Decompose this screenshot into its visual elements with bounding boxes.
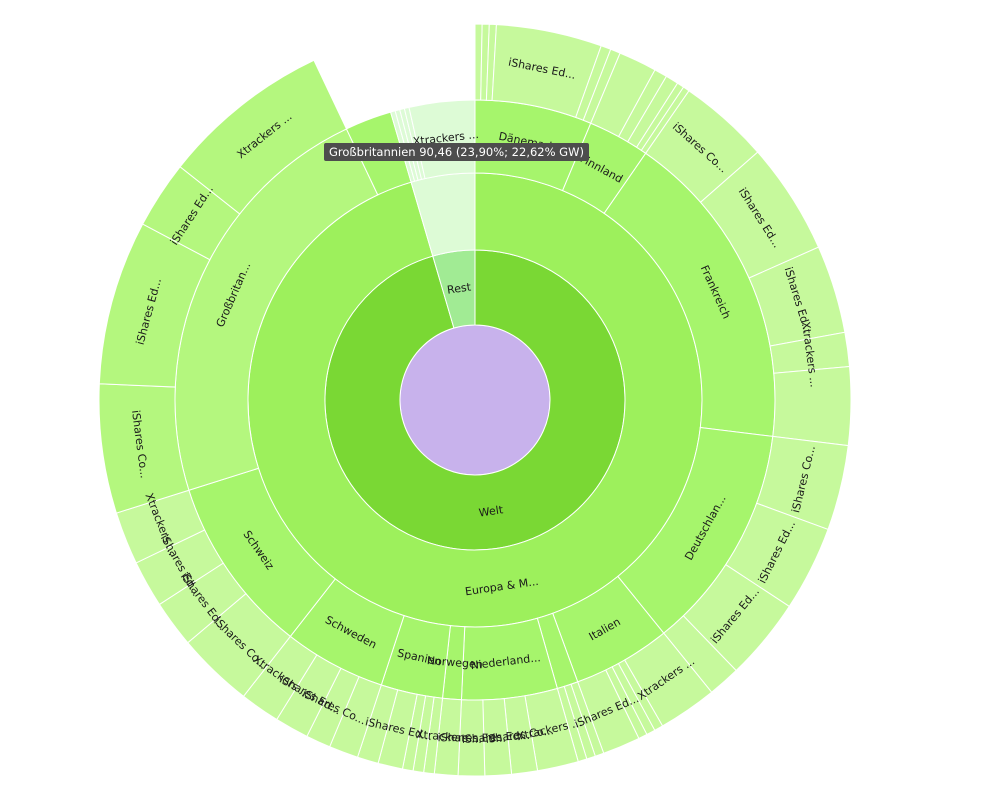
- segment-ishares-ed[interactable]: [457, 699, 486, 777]
- segment-xtrackers[interactable]: [179, 59, 348, 215]
- hover-tooltip: Großbritannien 90,46 (23,90%; 22,62% GW): [324, 143, 589, 161]
- segment-unlabeled[interactable]: [772, 365, 852, 447]
- segment-ishares-co[interactable]: [98, 383, 190, 514]
- root-center[interactable]: [399, 324, 551, 476]
